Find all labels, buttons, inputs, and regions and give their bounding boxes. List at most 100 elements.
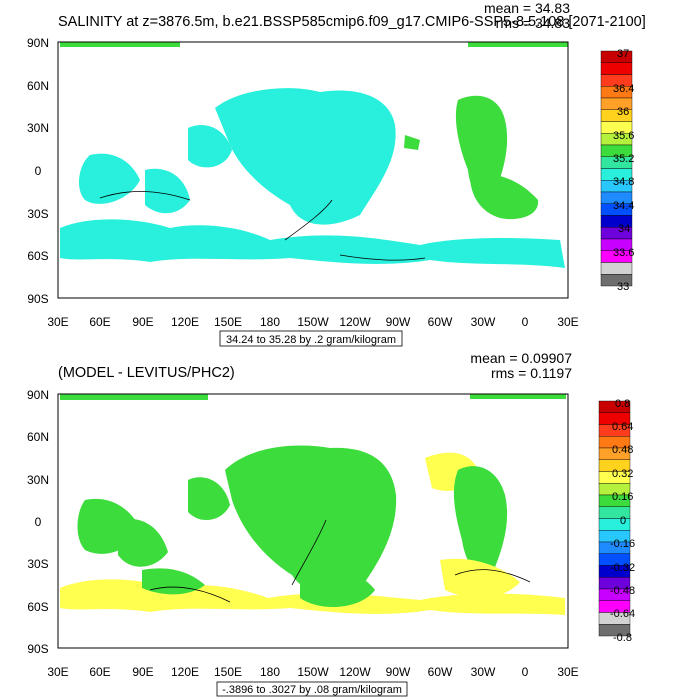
- panel1-y-axis: 90N 60N 30N 0 30S 60S 90S: [27, 36, 49, 306]
- westpac-region: [188, 477, 230, 521]
- panel-difference: (MODEL - LEVITUS/PHC2) mean = 0.09907 rm…: [27, 350, 635, 697]
- p1-cb-label: 36.4: [613, 83, 634, 95]
- p1-xtick: 90W: [386, 315, 411, 329]
- atlantic-south-yellow: [440, 558, 520, 598]
- panel2-rms: rms = 0.1197: [491, 365, 572, 381]
- p2-xtick: 150W: [297, 665, 329, 679]
- p2-xtick: 30E: [47, 665, 68, 679]
- p1-xtick: 90E: [132, 315, 153, 329]
- p1-cb-label: 34.4: [613, 200, 634, 212]
- p1-xtick: 120W: [339, 315, 371, 329]
- p1-cb-label: 33.6: [613, 247, 634, 259]
- p1-cb-label: 34.8: [613, 176, 634, 188]
- panel2-y-axis: 90N 60N 30N 0 30S 60S 90S: [27, 388, 49, 656]
- colorbar-swatch: [600, 274, 633, 287]
- contour-line-2: [284, 199, 333, 241]
- p2-ytick: 30S: [27, 557, 48, 571]
- panel2-info-box: [216, 681, 408, 697]
- westpac-region: [188, 124, 232, 168]
- arctic-band-2: [468, 42, 568, 47]
- panel1-x-axis: 30E 60E 90E 120E 150E 180 150W 120W 90W …: [47, 315, 578, 329]
- p1-xtick: 60E: [89, 315, 110, 329]
- p2-cb-label: -0.48: [610, 585, 635, 597]
- arctic-band-2: [470, 394, 566, 399]
- p1-ytick: 90N: [27, 36, 49, 50]
- pacific-region: [215, 88, 396, 225]
- panel2-mean: mean = 0.09907: [470, 350, 572, 366]
- p1-cb-label: 37: [617, 48, 629, 60]
- p1-ytick: 0: [35, 164, 42, 178]
- contour-line-3: [339, 254, 426, 261]
- panel1-rms: rms = 34.83: [496, 15, 571, 31]
- p2-cb-label: -0.32: [610, 562, 635, 574]
- panel1-info-box: [219, 330, 403, 347]
- indian-east: [118, 518, 168, 567]
- p2-cb-label: -0.8: [613, 632, 632, 644]
- p2-cb-label: 0.8: [615, 398, 630, 410]
- atlantic-green: [453, 466, 508, 576]
- p2-cb-label: 0.32: [612, 468, 633, 480]
- p1-xtick: 180: [260, 315, 280, 329]
- p1-xtick: 60W: [428, 315, 453, 329]
- p1-xtick: 120E: [171, 315, 199, 329]
- contour-line-1: [99, 191, 191, 201]
- panel2-frame: [57, 393, 569, 649]
- p2-ytick: 90S: [27, 642, 48, 656]
- panel2-x-axis: 30E 60E 90E 120E 150E 180 150W 120W 90W …: [47, 665, 578, 679]
- panel-salinity: SALINITY at z=3876.5m, b.e21.BSSP585cmip…: [27, 0, 646, 347]
- atlantic-north: [455, 95, 508, 201]
- p1-ytick: 60S: [27, 249, 48, 263]
- gulf-patch: [404, 135, 420, 150]
- p2-cb-label: 0.64: [612, 421, 633, 433]
- p1-xtick: 0: [522, 315, 529, 329]
- indian-east: [145, 168, 190, 214]
- p2-ytick: 90N: [27, 388, 49, 402]
- colorbar-swatch: [600, 62, 633, 75]
- p2-cb-label: 0.48: [612, 444, 633, 456]
- panel1-colorbar-labels: 37 36.4 36 35.6 35.2 34.8 34.4 34 33.6 3…: [613, 48, 634, 293]
- p2-xtick: 120E: [171, 665, 199, 679]
- p2-xtick: 0: [522, 665, 529, 679]
- p2-xtick: 180: [260, 665, 280, 679]
- p1-xtick: 150E: [214, 315, 242, 329]
- p2-xtick: 60E: [89, 665, 110, 679]
- p2-xtick: 150E: [214, 665, 242, 679]
- contour-line-2: [291, 519, 327, 586]
- atlantic-south: [470, 173, 539, 220]
- p1-ytick: 30N: [27, 121, 49, 135]
- p1-cb-label: 35.2: [613, 153, 634, 165]
- south-pacific-patch: [300, 571, 375, 608]
- p2-xtick: 30W: [471, 665, 496, 679]
- colorbar-swatch: [600, 262, 633, 275]
- panel1-contour-info: 34.24 to 35.28 by .2 gram/kilogram: [226, 334, 396, 346]
- p2-cb-label: -0.16: [610, 538, 635, 550]
- contour-line-3: [454, 569, 531, 583]
- p1-ytick: 30S: [27, 207, 48, 221]
- colorbar-swatch: [598, 624, 631, 637]
- p2-ytick: 60S: [27, 600, 48, 614]
- p1-xtick: 150W: [297, 315, 329, 329]
- p2-xtick: 90W: [386, 665, 411, 679]
- p2-cb-label: 0.16: [612, 491, 633, 503]
- p2-ytick: 60N: [27, 430, 49, 444]
- p2-cb-label: 0: [620, 515, 626, 527]
- p1-xtick: 30E: [557, 315, 578, 329]
- panel2-title: (MODEL - LEVITUS/PHC2): [58, 365, 235, 381]
- southern-ocean: [60, 219, 565, 268]
- p1-cb-label: 34: [618, 223, 630, 235]
- indian-west: [78, 153, 140, 204]
- p2-ytick: 0: [35, 515, 42, 529]
- panel2-contour-info: -.3896 to .3027 by .08 gram/kilogram: [222, 684, 402, 696]
- p2-ytick: 30N: [27, 473, 49, 487]
- p2-xtick: 120W: [339, 665, 371, 679]
- panel1-colorbar: [600, 50, 633, 287]
- p1-xtick: 30E: [47, 315, 68, 329]
- panel1-title: SALINITY at z=3876.5m, b.e21.BSSP585cmip…: [58, 14, 646, 30]
- p1-ytick: 60N: [27, 79, 49, 93]
- panel2-map-field: [60, 394, 566, 615]
- pacific-region: [225, 445, 397, 593]
- panel2-colorbar-labels: 0.8 0.64 0.48 0.32 0.16 0 -0.16 -0.32 -0…: [610, 398, 635, 644]
- p2-xtick: 90E: [132, 665, 153, 679]
- contour-line-1: [149, 586, 231, 603]
